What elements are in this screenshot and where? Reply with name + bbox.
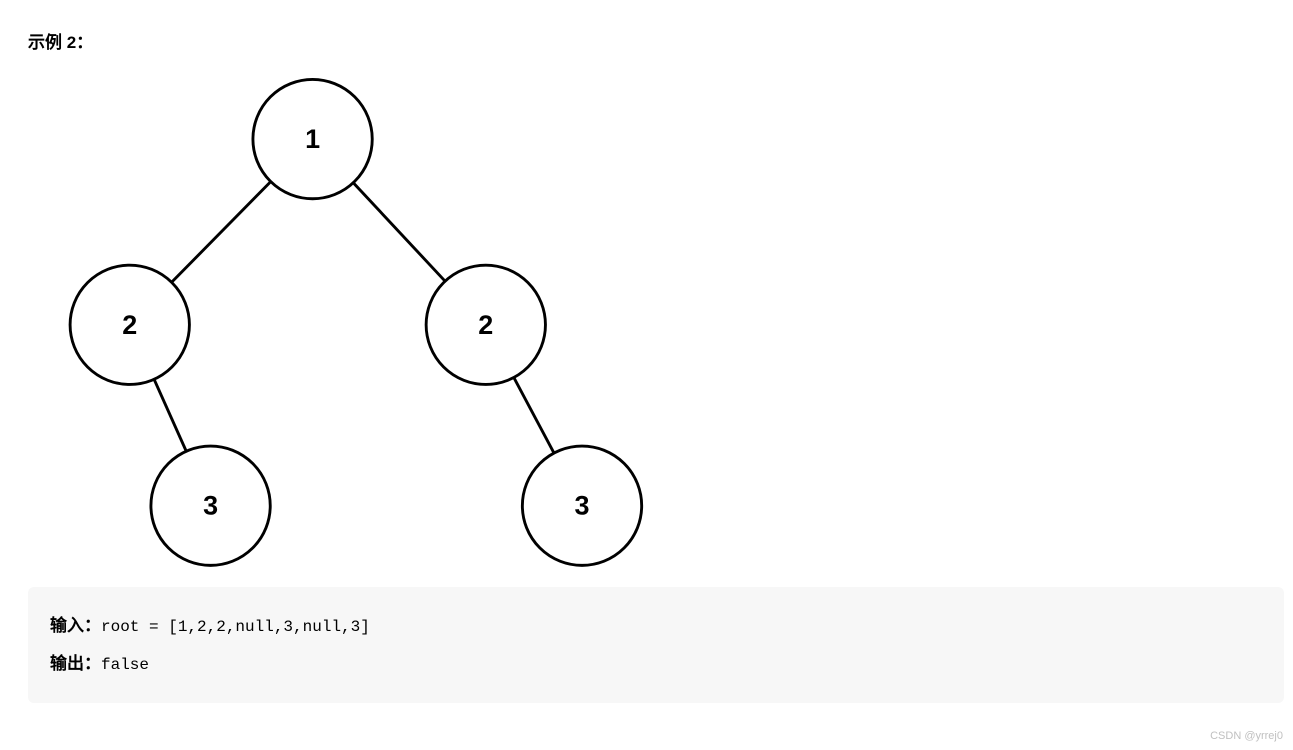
input-value: root = [1,2,2,null,3,null,3] — [101, 618, 370, 636]
input-label: 输入： — [50, 616, 101, 635]
tree-node: 1 — [253, 79, 372, 198]
tree-node: 2 — [70, 265, 189, 384]
node-label: 3 — [203, 491, 218, 521]
tree-edge — [353, 183, 445, 281]
tree-node: 3 — [151, 446, 270, 565]
node-label: 2 — [478, 310, 493, 340]
node-label: 1 — [305, 124, 320, 154]
tree-svg: 1 2 2 3 3 — [28, 65, 678, 575]
node-label: 2 — [122, 310, 137, 340]
tree-node: 2 — [426, 265, 545, 384]
example-heading: 示例 2： — [28, 28, 1265, 53]
tree-edge — [172, 182, 271, 283]
watermark: CSDN @yrrej0 — [1210, 730, 1283, 742]
output-line: 输出：false — [50, 645, 1262, 683]
code-block: 输入：root = [1,2,2,null,3,null,3] 输出：false — [28, 587, 1284, 703]
input-line: 输入：root = [1,2,2,null,3,null,3] — [50, 607, 1262, 645]
tree-diagram: 1 2 2 3 3 — [28, 65, 678, 575]
tree-edge — [154, 379, 186, 451]
node-label: 3 — [575, 491, 590, 521]
tree-node: 3 — [522, 446, 641, 565]
output-label: 输出： — [50, 654, 101, 673]
output-value: false — [101, 656, 149, 674]
tree-edge — [514, 377, 554, 453]
